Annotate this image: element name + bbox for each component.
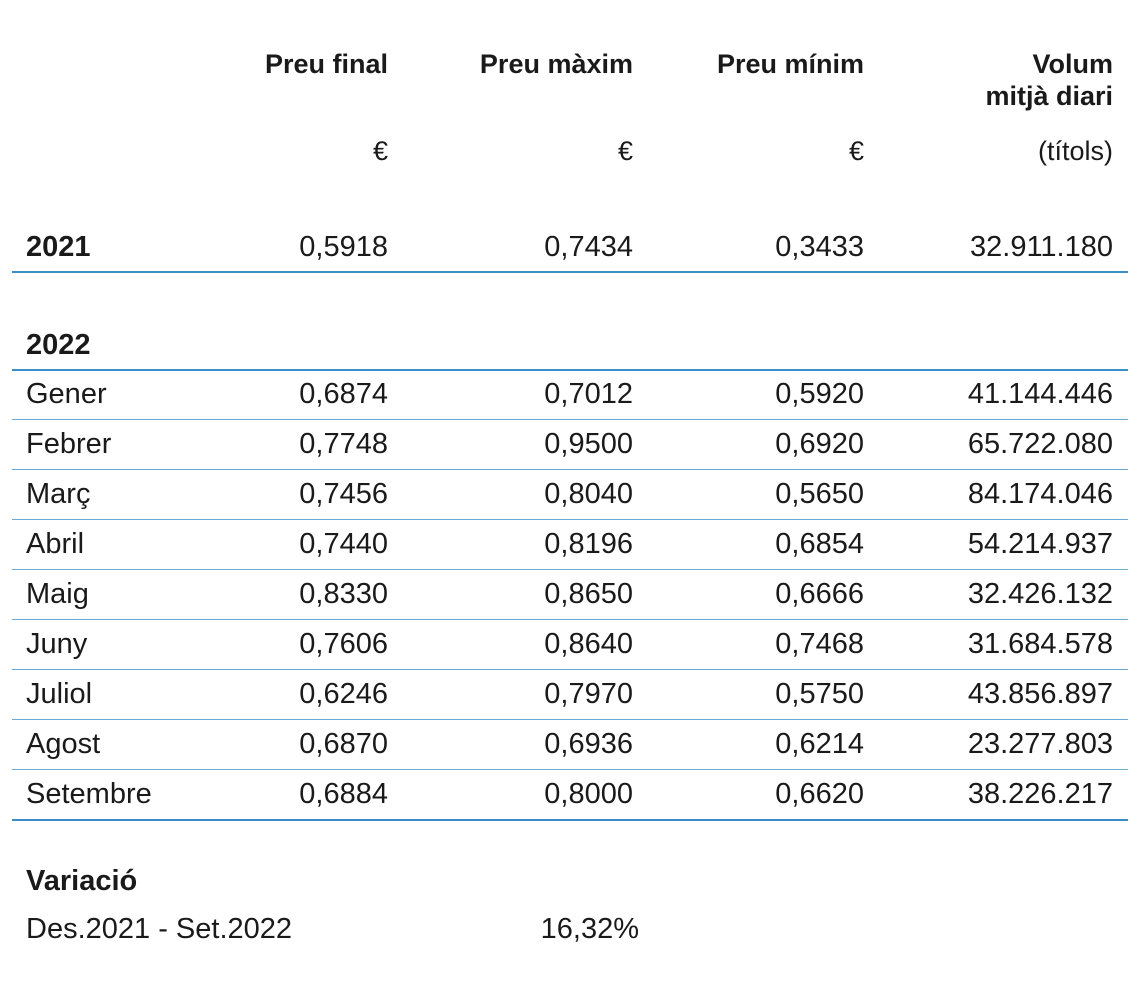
cell-max-price: 0,8040 [544,478,633,510]
table-row: Setembre 0,6884 0,8000 0,6620 38.226.217 [12,770,1128,819]
row-2021: 2021 0,5918 0,7434 0,3433 32.911.180 [12,223,1128,272]
row-divider [12,469,1128,470]
cell-max-price: 0,8000 [544,778,633,810]
row-label: Setembre [26,778,152,810]
row-divider [12,819,1128,821]
row-label: Març [26,478,91,510]
header-volume-line1: Volum [1032,49,1114,79]
header-min-price: Preu mínim [716,49,864,79]
divider-2022-top [12,369,1128,371]
cell-min-price: 0,6214 [775,728,864,760]
cell-min-price: 0,3433 [775,231,864,263]
row-label: Juny [26,628,88,660]
cell-volume: 84.174.046 [967,478,1113,510]
variation-value: 16,32% [540,913,639,945]
cell-min-price: 0,6620 [775,778,864,810]
cell-volume: 23.277.803 [967,728,1113,760]
cell-min-price: 0,6666 [775,578,864,610]
unit-final-price: € [372,136,388,166]
cell-volume: 32.426.132 [967,578,1113,610]
row-label: Agost [26,728,101,760]
row-label: Febrer [26,428,112,460]
unit-max-price: € [617,136,633,166]
cell-final-price: 0,7606 [299,628,388,660]
cell-volume: 32.911.180 [970,231,1113,263]
cell-final-price: 0,7456 [299,478,388,510]
cell-min-price: 0,5650 [775,478,864,510]
table-row: Abril 0,7440 0,8196 0,6854 54.214.937 [12,520,1128,569]
cell-min-price: 0,5920 [775,378,864,410]
cell-volume: 43.856.897 [967,678,1113,710]
variation-title: Variació [26,865,138,897]
row-divider [12,569,1128,570]
row-label: 2021 [26,231,91,263]
row-divider [12,719,1128,720]
header-volume-line2: mitjà diari [985,81,1113,111]
cell-volume: 65.722.080 [967,428,1113,460]
header-max-price: Preu màxim [479,49,633,79]
cell-volume: 41.144.446 [967,378,1113,410]
row-divider [12,769,1128,770]
variation-period: Des.2021 - Set.2022 [26,913,293,945]
row-label: Abril [26,528,85,560]
table-row: Juliol 0,6246 0,7970 0,5750 43.856.897 [12,670,1128,719]
cell-final-price: 0,5918 [299,231,388,263]
cell-max-price: 0,7012 [544,378,633,410]
unit-min-price: € [848,136,864,166]
table-row: Març 0,7456 0,8040 0,5650 84.174.046 [12,470,1128,519]
table-row: Febrer 0,7748 0,9500 0,6920 65.722.080 [12,420,1128,469]
months-table-body: Gener 0,6874 0,7012 0,5920 41.144.446 Febrer 0… [12,370,1128,821]
table-row: Gener 0,6874 0,7012 0,5920 41.144.446 [12,370,1128,419]
cell-max-price: 0,8640 [544,628,633,660]
cell-final-price: 0,7440 [299,528,388,560]
table-row: Juny 0,7606 0,8640 0,7468 31.684.578 [12,620,1128,669]
cell-final-price: 0,6884 [299,778,388,810]
row-divider [12,419,1128,420]
table-row: Maig 0,8330 0,8650 0,6666 32.426.132 [12,570,1128,619]
section-2022-label: 2022 [26,329,91,361]
cell-volume: 38.226.217 [967,778,1113,810]
row-divider [12,519,1128,520]
cell-max-price: 0,7434 [544,231,633,263]
cell-max-price: 0,6936 [544,728,633,760]
cell-final-price: 0,8330 [299,578,388,610]
row-divider [12,619,1128,620]
header-volume: Volum mitjà diari [985,48,1113,112]
variation-row: Des.2021 - Set.2022 16,32% [12,905,1128,954]
cell-final-price: 0,6246 [299,678,388,710]
cell-volume: 54.214.937 [967,528,1113,560]
header-final-price: Preu final [264,49,388,79]
cell-min-price: 0,6920 [775,428,864,460]
row-label: Juliol [26,678,93,710]
cell-final-price: 0,6870 [299,728,388,760]
cell-min-price: 0,7468 [775,628,864,660]
row-label: Maig [26,578,89,610]
cell-final-price: 0,6874 [299,378,388,410]
row-divider [12,669,1128,670]
variation-section: Variació [12,857,1128,906]
cell-max-price: 0,8650 [544,578,633,610]
row-label: Gener [26,378,107,410]
cell-volume: 31.684.578 [967,628,1113,660]
section-2022-header: 2022 [12,321,1128,370]
cell-min-price: 0,6854 [775,528,864,560]
divider-2021 [12,271,1128,273]
cell-max-price: 0,7970 [544,678,633,710]
unit-volume: (títols) [1037,136,1113,166]
cell-max-price: 0,9500 [544,428,633,460]
table-row: Agost 0,6870 0,6936 0,6214 23.277.803 [12,720,1128,769]
cell-min-price: 0,5750 [775,678,864,710]
cell-final-price: 0,7748 [299,428,388,460]
cell-max-price: 0,8196 [544,528,633,560]
